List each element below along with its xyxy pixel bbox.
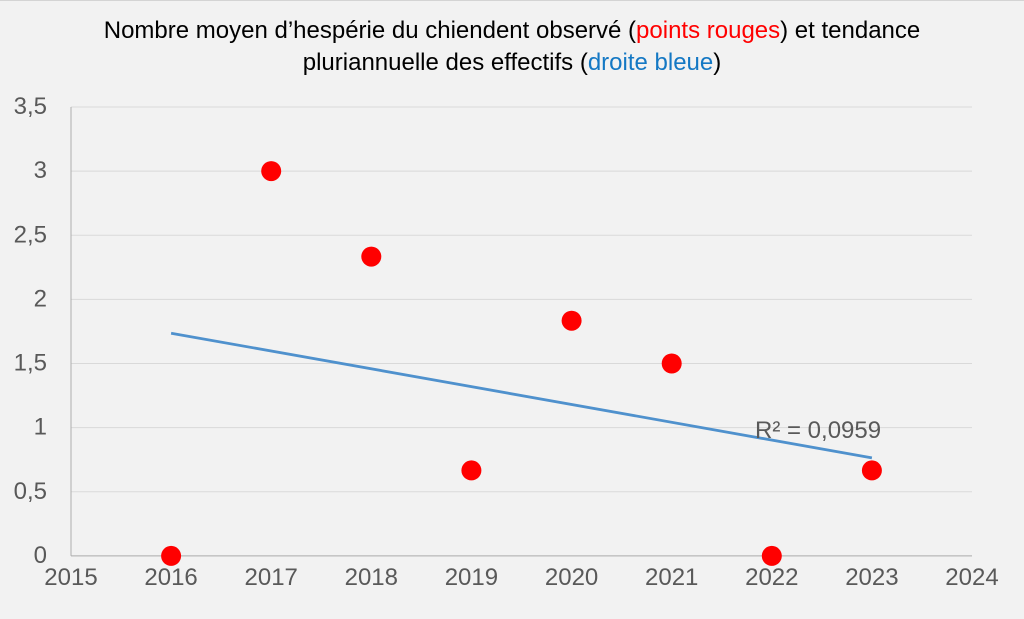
svg-text:1,5: 1,5	[14, 350, 47, 377]
svg-text:2,5: 2,5	[14, 221, 47, 248]
svg-text:3,5: 3,5	[14, 93, 47, 120]
svg-text:0,5: 0,5	[14, 478, 47, 505]
svg-text:2021: 2021	[645, 564, 698, 591]
svg-text:R² = 0,0959: R² = 0,0959	[755, 417, 881, 444]
svg-text:2024: 2024	[945, 564, 998, 591]
svg-text:2017: 2017	[245, 564, 298, 591]
svg-text:2019: 2019	[445, 564, 498, 591]
svg-text:2016: 2016	[144, 564, 197, 591]
svg-text:3: 3	[34, 157, 47, 184]
svg-text:2020: 2020	[545, 564, 598, 591]
svg-text:2015: 2015	[44, 564, 97, 591]
svg-text:1: 1	[34, 414, 47, 441]
svg-text:2022: 2022	[745, 564, 798, 591]
svg-text:2018: 2018	[345, 564, 398, 591]
svg-text:2023: 2023	[845, 564, 898, 591]
svg-text:2: 2	[34, 285, 47, 312]
